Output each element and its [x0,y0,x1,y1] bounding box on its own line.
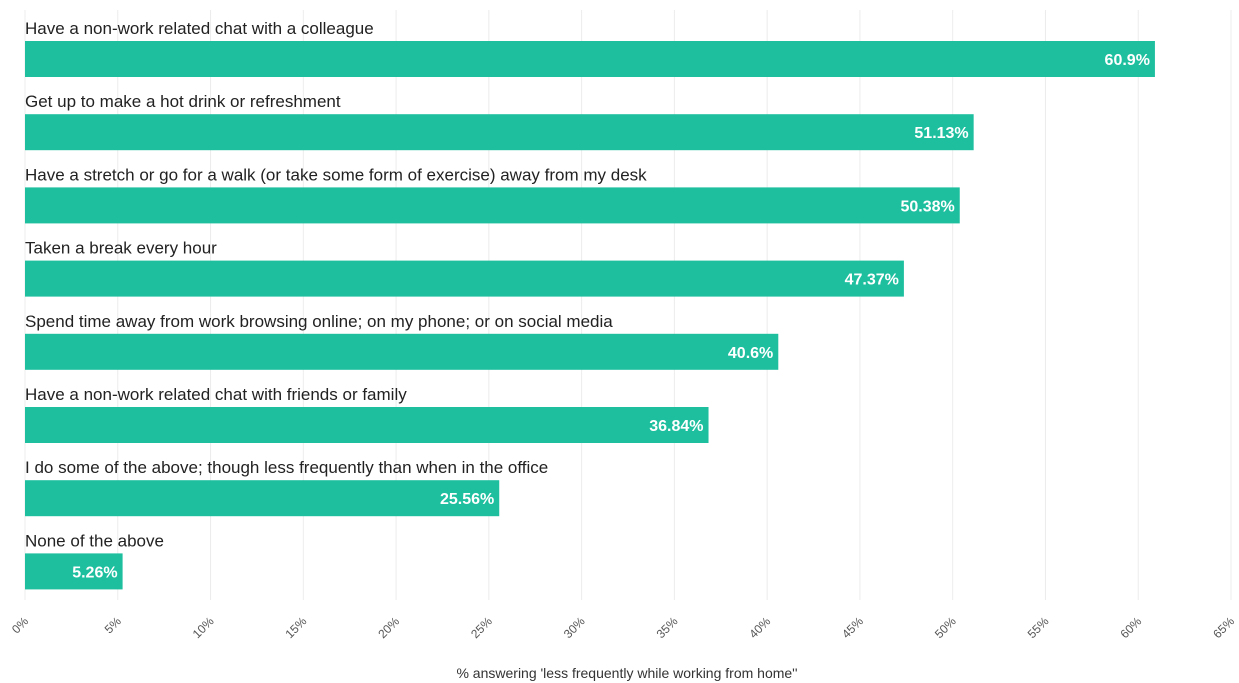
x-axis-ticks: 0% 5% 10% 15% 20% 25% 30% 35% 40% 45% 50% 55% 60% 65% [9,614,1237,641]
category-label: Have a stretch or go for a walk (or take… [25,165,647,184]
bar-value-label: 47.37% [845,272,899,289]
gridlines [24,10,1232,600]
bar [25,480,500,517]
bar-value-label: 25.56% [440,491,494,508]
bar-value-label: 51.13% [914,125,968,142]
bar-value-label: 50.38% [900,198,954,215]
category-label: Get up to make a hot drink or refreshmen… [25,92,341,111]
x-tick-label: 50% [932,614,959,641]
category-label: Have a non-work related chat with a coll… [25,19,374,38]
bar [25,41,1155,77]
x-tick-label: 20% [375,614,402,641]
x-tick-label: 15% [283,614,310,641]
bar [25,114,974,151]
x-tick-label: 35% [654,614,681,641]
x-tick-label: 5% [102,614,124,636]
category-label: Have a non-work related chat with friend… [25,385,407,404]
bar-value-label: 40.6% [728,345,773,362]
bar [25,407,709,443]
category-label: I do some of the above; though less freq… [25,458,548,477]
x-tick-label: 40% [746,614,773,641]
x-tick-label: 10% [190,614,217,641]
x-tick-label: 0% [9,614,31,636]
bar [25,187,960,224]
x-tick-label: 30% [561,614,588,641]
x-tick-label: 55% [1025,614,1052,641]
category-label: Taken a break every hour [25,239,217,258]
bar [25,553,123,590]
bar [25,333,779,370]
x-tick-label: 25% [468,614,495,641]
bars: Have a non-work related chat with a coll… [25,19,1155,590]
x-tick-label: 60% [1117,614,1144,641]
bar-value-label: 60.9% [1105,52,1150,69]
bar-value-label: 36.84% [649,418,703,435]
x-axis-title: % answering 'less frequently while worki… [456,665,797,681]
category-label: None of the above [25,531,164,550]
x-tick-label: 45% [839,614,866,641]
bar [25,260,904,297]
bar-value-label: 5.26% [72,564,117,581]
x-tick-label: 65% [1210,614,1237,641]
category-label: Spend time away from work browsing onlin… [25,312,613,331]
